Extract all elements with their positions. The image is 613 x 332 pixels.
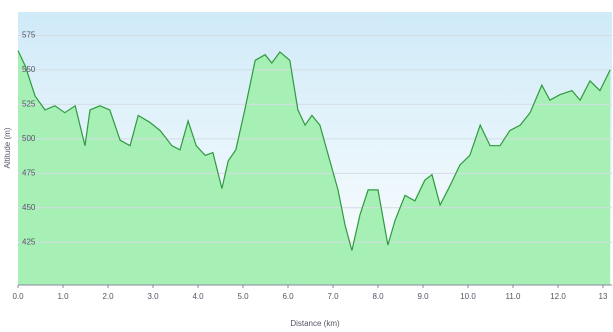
x-tick-label: 3.0 [147,292,159,301]
x-tick-label: 10.0 [460,292,476,301]
x-tick-label: 7.0 [327,292,339,301]
x-tick-label: 0.0 [12,292,24,301]
y-tick-label: 525 [22,99,36,108]
y-tick-label: 475 [22,168,36,177]
x-tick-label: 13 [599,292,608,301]
y-axis-title: Altitude (m) [3,127,12,168]
elevation-line [17,50,611,251]
y-tick-label: 500 [22,134,36,143]
y-tick-label: 425 [22,237,36,246]
x-tick-label: 11.0 [506,292,522,301]
x-tick-label: 12.0 [550,292,566,301]
y-tick-label: 550 [22,65,36,74]
x-tick-label: 6.0 [282,292,294,301]
area-fill [18,50,611,285]
x-tick-label: 2.0 [102,292,114,301]
x-tick-label: 4.0 [192,292,204,301]
x-tick-label: 9.0 [417,292,429,301]
y-tick-label: 575 [22,31,36,40]
x-tick-label: 5.0 [237,292,249,301]
x-tick-label: 1.0 [57,292,69,301]
y-tick-label: 450 [22,203,36,212]
x-axis-title: Distance (km) [290,319,340,328]
x-tick-label: 8.0 [372,292,384,301]
